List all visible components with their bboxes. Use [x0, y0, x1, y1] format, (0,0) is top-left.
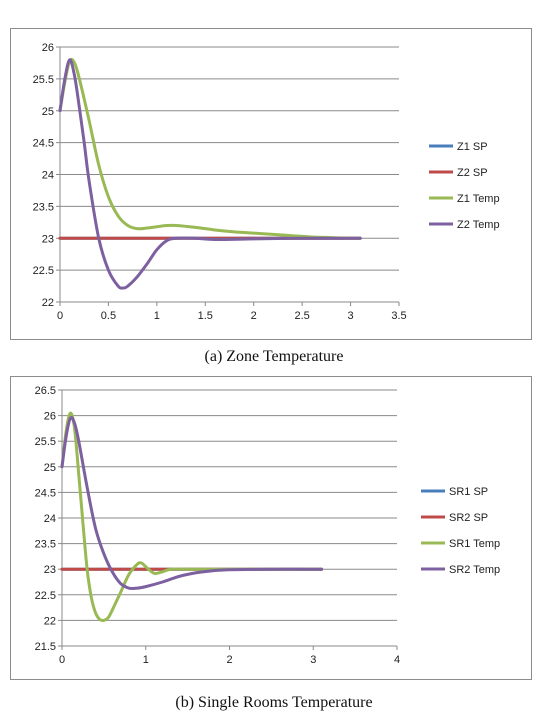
chart-a-x-tick-label: 2.5 — [294, 310, 309, 322]
chart-b-y-tick-label: 22.5 — [35, 590, 56, 602]
caption-zone-temperature: (a) Zone Temperature — [204, 348, 344, 365]
chart-b-series-line-sr1-temp — [60, 411, 324, 623]
chart-a-y-tick-label: 22.5 — [33, 265, 54, 277]
chart-zone-temperature: 22 22.5 23 23.5 24 24.5 25 25.5 26 0 0.5 1 1.5 2 2.5 3 3… — [10, 28, 532, 340]
chart-b-x-tick-label: 2 — [226, 654, 232, 666]
chart-a-x-tick-label: 3.5 — [391, 310, 406, 322]
chart-b-x-tick-label: 0 — [59, 654, 65, 666]
caption-single-rooms-temperature: (b) Single Rooms Temperature — [175, 694, 373, 711]
chart-b-y-tick-label: 26.5 — [35, 385, 56, 397]
chart-a-series-line-z2-temp — [58, 58, 362, 290]
chart-a-legend-label: Z2 Temp — [457, 219, 500, 231]
chart-b-y-tick-label: 22 — [44, 615, 56, 627]
chart-b-series-line-sr2-temp — [60, 416, 324, 591]
chart-a-x-tick-label: 1 — [154, 310, 160, 322]
chart-b-legend-label: SR1 SP — [449, 486, 488, 498]
chart-a-y-tick-label: 25.5 — [33, 74, 54, 86]
chart-b-y-tick-label: 24 — [44, 513, 56, 525]
chart-a-x-tick-label: 3 — [348, 310, 354, 322]
chart-a-y-tick-label: 24 — [42, 170, 54, 182]
chart-a-y-tick-label: 23 — [42, 233, 54, 245]
chart-b-x-tick-label: 4 — [394, 654, 400, 666]
chart-b-y-tick-label: 26 — [44, 411, 56, 423]
chart-b-y-tick-label: 24.5 — [35, 487, 56, 499]
chart-b-x-tick-label: 1 — [143, 654, 149, 666]
chart-b-y-tick-label: 23 — [44, 564, 56, 576]
chart-a-y-tick-label: 26 — [42, 42, 54, 54]
chart-a-series-line-z1-temp — [58, 57, 362, 240]
chart-b-legend-label: SR2 SP — [449, 512, 488, 524]
chart-b-y-tick-label: 23.5 — [35, 539, 56, 551]
chart-b-y-tick-label: 21.5 — [35, 641, 56, 653]
chart-a-legend-label: Z1 Temp — [457, 193, 500, 205]
chart-a-legend-label: Z2 SP — [457, 167, 488, 179]
chart-a-y-tick-label: 22 — [42, 297, 54, 309]
chart-a-y-tick-label: 25 — [42, 106, 54, 118]
chart-b-y-tick-label: 25 — [44, 462, 56, 474]
chart-a-x-tick-label: 1.5 — [198, 310, 213, 322]
chart-a-x-tick-label: 0.5 — [101, 310, 116, 322]
chart-b-y-tick-label: 25.5 — [35, 436, 56, 448]
chart-b-legend-label: SR1 Temp — [449, 538, 500, 550]
chart-a-y-tick-label: 24.5 — [33, 138, 54, 150]
chart-b-x-tick-label: 3 — [310, 654, 316, 666]
chart-a-x-tick-label: 2 — [251, 310, 257, 322]
chart-b-legend-label: SR2 Temp — [449, 564, 500, 576]
chart-a-y-tick-label: 23.5 — [33, 201, 54, 213]
chart-a-x-tick-label: 0 — [57, 310, 63, 322]
chart-a-legend-label: Z1 SP — [457, 141, 488, 153]
chart-single-rooms-temperature: 21.5 22 22.5 23 23.5 24 24.5 25 25.5 26 26.5 0 1 2 3 4 S… — [10, 376, 532, 680]
